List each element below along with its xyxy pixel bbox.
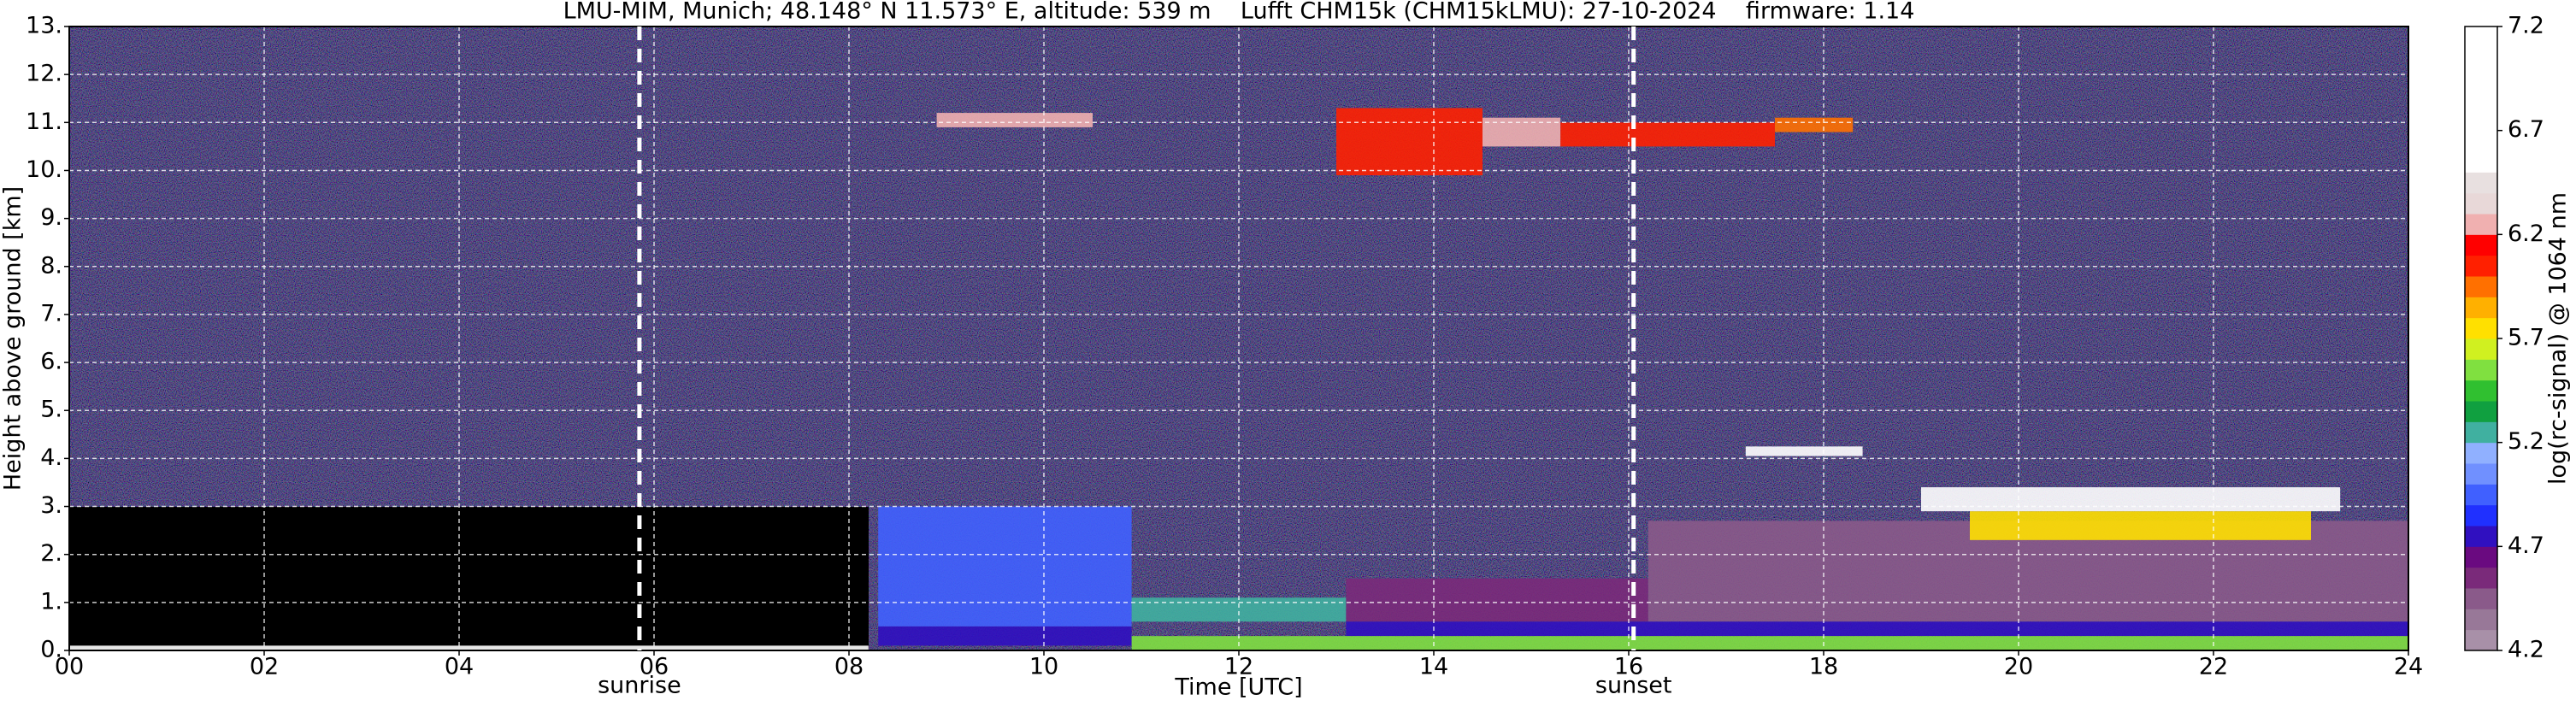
colorbar-band — [2465, 192, 2497, 215]
colorbar-tick-label: 5.2 — [2508, 428, 2544, 455]
signal-region — [1921, 487, 2341, 512]
colorbar-band — [2465, 172, 2497, 194]
colorbar-tick-label: 5.7 — [2508, 325, 2544, 351]
colorbar-band — [2465, 151, 2497, 173]
colorbar-band — [2465, 26, 2497, 48]
colorbar-band — [2465, 567, 2497, 589]
signal-region — [1131, 597, 1347, 622]
x-tick-label: 20 — [2004, 654, 2033, 680]
colorbar-band — [2465, 588, 2497, 609]
colorbar-band — [2465, 338, 2497, 360]
y-tick-label: 4. — [40, 444, 62, 471]
y-tick-label: 0. — [40, 637, 62, 663]
x-tick-label: 00 — [55, 654, 84, 680]
colorbar — [2465, 26, 2497, 651]
colorbar-band — [2465, 442, 2497, 464]
colorbar-band — [2465, 68, 2497, 90]
y-tick-label: 2. — [40, 540, 62, 567]
y-tick-label: 10. — [26, 156, 62, 183]
colorbar-band — [2465, 463, 2497, 485]
colorbar-band — [2465, 317, 2497, 339]
grid — [69, 26, 2408, 650]
signal-region — [1346, 578, 1648, 622]
colorbar-band — [2465, 526, 2497, 547]
plot-background — [69, 26, 2408, 650]
colorbar-tick-label: 6.7 — [2508, 116, 2544, 143]
y-tick-label: 13. — [26, 13, 62, 39]
signal-region — [1131, 636, 2408, 650]
x-tick-label: 24 — [2394, 654, 2423, 680]
y-tick-label: 9. — [40, 204, 62, 231]
y-tick-label: 1. — [40, 588, 62, 615]
x-tick-label: 18 — [1809, 654, 1838, 680]
colorbar-tick-label: 4.7 — [2508, 532, 2544, 559]
y-tick-label: 7. — [40, 300, 62, 327]
y-tick-label: 3. — [40, 492, 62, 519]
signal-region — [1745, 446, 1863, 456]
colorbar-band — [2465, 109, 2497, 132]
colorbar-tick-label: 7.2 — [2508, 13, 2544, 39]
colorbar-band — [2465, 89, 2497, 110]
colorbar-band — [2465, 214, 2497, 235]
x-tick-label: 12 — [1224, 654, 1253, 680]
colorbar-band — [2465, 47, 2497, 69]
x-axis-label: Time [UTC] — [1174, 674, 1302, 701]
y-tick-label: 5. — [40, 397, 62, 423]
colorbar-band — [2465, 297, 2497, 319]
signal-region — [1970, 511, 2311, 540]
x-tick-label: 04 — [445, 654, 474, 680]
y-tick-label: 12. — [26, 61, 62, 87]
x-tick-label: 06 — [640, 654, 669, 680]
x-tick-label: 02 — [250, 654, 279, 680]
colorbar-band — [2465, 504, 2497, 527]
colorbar-band — [2465, 379, 2497, 402]
x-tick-label: 10 — [1029, 654, 1058, 680]
colorbar-tick-label: 6.2 — [2508, 221, 2544, 247]
colorbar-band — [2465, 546, 2497, 568]
colorbar-tick-label: 4.2 — [2508, 637, 2544, 663]
colorbar-label: log(rc-signal) @ 1064 nm — [2545, 192, 2572, 485]
signal-region — [878, 506, 1132, 627]
colorbar-band — [2465, 359, 2497, 381]
signal-region — [878, 626, 1132, 646]
colorbar-band — [2465, 276, 2497, 297]
colorbar-band — [2465, 401, 2497, 422]
chart-title: LMU-MIM, Munich; 48.148° N 11.573° E, al… — [563, 0, 1915, 25]
colorbar-band — [2465, 130, 2497, 152]
x-tick-label: 16 — [1614, 654, 1643, 680]
colorbar-band — [2465, 234, 2497, 256]
annotation-label: sunrise — [598, 673, 681, 699]
colorbar-band — [2465, 484, 2497, 506]
y-tick-label: 6. — [40, 349, 62, 375]
x-tick-label: 14 — [1419, 654, 1448, 680]
x-tick-label: 22 — [2199, 654, 2228, 680]
signal-region — [69, 645, 869, 650]
colorbar-band — [2465, 629, 2497, 651]
signal-region — [1560, 122, 1775, 147]
y-tick-label: 8. — [40, 252, 62, 279]
features — [69, 108, 2408, 650]
signal-region — [936, 113, 1093, 127]
signal-region — [1775, 117, 1854, 132]
y-tick-label: 11. — [26, 109, 62, 135]
signal-region — [1336, 108, 1483, 176]
signal-region — [1346, 621, 2408, 637]
x-tick-label: 08 — [834, 654, 864, 680]
annotation-label: sunset — [1595, 673, 1672, 699]
night-dark — [69, 507, 869, 650]
colorbar-band — [2465, 255, 2497, 277]
y-axis-label: Height above ground [km] — [0, 186, 27, 491]
colorbar-band — [2465, 609, 2497, 631]
colorbar-band — [2465, 421, 2497, 444]
